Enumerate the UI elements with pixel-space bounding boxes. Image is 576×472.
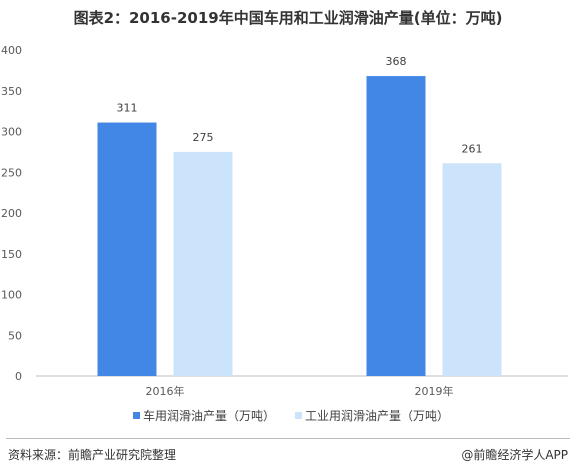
data-label: 261 [462, 142, 483, 155]
legend: 车用润滑油产量（万吨） 工业用润滑油产量（万吨） [133, 408, 449, 423]
y-tick-label: 200 [1, 207, 22, 220]
legend-swatch [133, 412, 140, 419]
bar-industrial-1 [173, 151, 233, 376]
source-note: 资料来源：前瞻产业研究院整理 [8, 448, 177, 462]
data-label: 368 [386, 55, 407, 68]
legend-swatch [295, 412, 302, 419]
footer-divider [6, 438, 570, 439]
y-tick-label: 300 [1, 126, 22, 139]
y-axis-ticks: 0 50 100 150 200 250 300 350 400 [1, 44, 22, 383]
bars: 311 275 368 261 [97, 55, 502, 376]
y-tick-label: 50 [8, 329, 22, 342]
bar-industrial-2 [442, 163, 502, 376]
data-label: 275 [193, 131, 214, 144]
y-tick-label: 350 [1, 85, 22, 98]
y-tick-label: 100 [1, 289, 22, 302]
x-tick-label: 2019年 [415, 384, 454, 398]
x-axis-labels: 2016年 2019年 [146, 384, 454, 398]
y-tick-label: 150 [1, 248, 22, 261]
chart-title: 图表2：2016-2019年中国车用和工业润滑油产量(单位：万吨) [73, 9, 503, 27]
bar-chart: 0 50 100 150 200 250 300 350 400 311 275 368 261 20… [1, 44, 568, 423]
bar-vehicle-1 [97, 122, 157, 376]
footer: 资料来源：前瞻产业研究院整理 @前瞻经济学人APP [0, 434, 576, 472]
legend-label: 工业用润滑油产量（万吨） [305, 409, 449, 423]
y-tick-label: 400 [1, 44, 22, 57]
x-tick-label: 2016年 [146, 384, 185, 398]
y-tick-label: 0 [15, 370, 22, 383]
legend-label: 车用润滑油产量（万吨） [143, 408, 275, 423]
bar-vehicle-2 [366, 76, 426, 376]
y-tick-label: 250 [1, 166, 22, 179]
data-label: 311 [117, 102, 138, 115]
credit-note: @前瞻经济学人APP [461, 448, 568, 462]
